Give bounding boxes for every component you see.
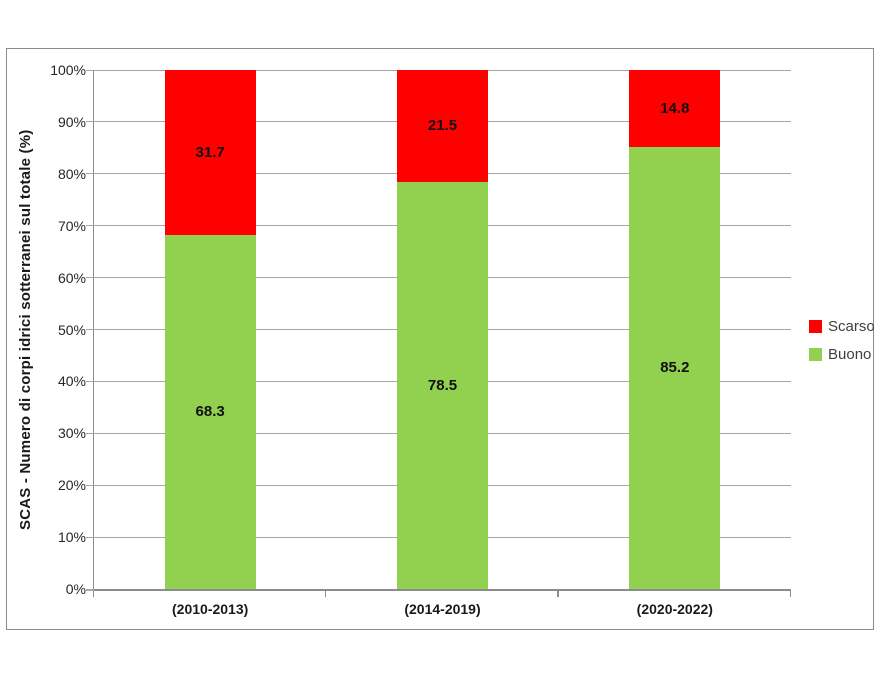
data-label: 78.5 [427,376,458,394]
chart-frame: SCAS - Numero di corpi idrici sotterrane… [6,48,875,630]
y-tick-label: 70% [57,217,86,234]
legend-label: Buono [828,345,872,363]
y-tick-label: 90% [57,113,86,130]
y-tick-label: 40% [57,373,86,390]
x-axis-tick [789,589,791,597]
data-label: 21.5 [427,117,458,135]
x-axis-tick [557,589,559,597]
y-tick-label: 30% [57,425,86,442]
y-tick-label: 10% [57,529,86,546]
bar-segment-buono: 78.5 [397,181,488,589]
y-tick-label: 0% [65,581,86,597]
bar-segment-scarso: 21.5 [397,70,488,182]
legend: Scarso Buono [809,312,875,368]
plot-area: 68.3 31.7 78.5 21.5 85.2 14.8 [86,69,791,597]
y-tick-label: 80% [57,165,86,182]
x-axis-line [92,589,791,591]
x-category-label: (2014-2019) [404,601,481,617]
data-label: 85.2 [660,359,690,377]
data-label: 68.3 [195,403,225,421]
bar-segment-scarso: 31.7 [164,70,256,235]
bar-segment-buono: 68.3 [164,234,256,589]
bar-segment-scarso: 14.8 [629,70,721,147]
x-axis-tick [324,589,327,597]
gridline [86,69,791,71]
y-tick-label: 50% [57,321,86,338]
legend-swatch-icon [809,347,822,361]
legend-label: Scarso [828,317,875,335]
y-tick-label: 100% [50,62,86,78]
data-label: 14.8 [660,99,690,117]
y-axis-line [92,70,94,597]
legend-swatch-icon [809,319,822,333]
x-category-label: (2010-2013) [172,601,249,617]
data-label: 31.7 [195,143,225,161]
y-axis-zero-tick [86,589,94,591]
y-tick-label: 60% [57,269,86,286]
y-tick-label: 20% [57,477,86,494]
bar-segment-buono: 85.2 [629,146,721,589]
x-category-label: (2020-2022) [636,601,713,617]
legend-item-scarso: Scarso [809,312,875,340]
legend-item-buono: Buono [809,340,875,368]
